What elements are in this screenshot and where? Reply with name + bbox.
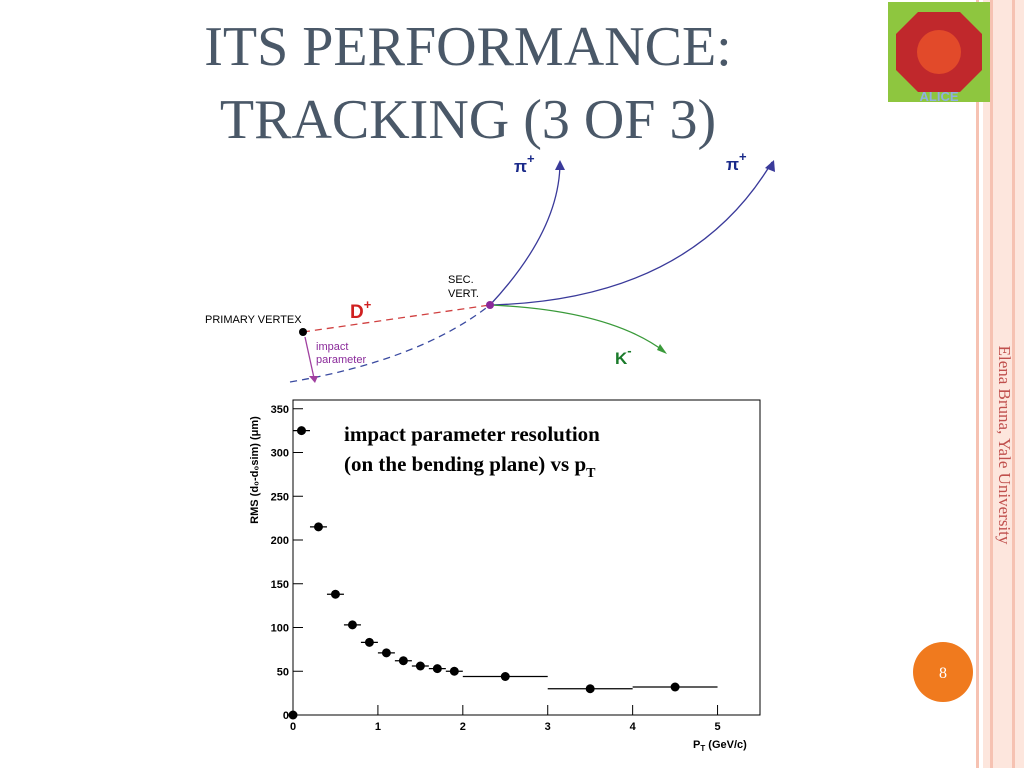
stripe [983,0,1024,768]
point [670,682,680,692]
point [330,589,340,599]
label: π+ [514,151,535,176]
y-tick-label: 200 [271,535,289,547]
point [449,666,459,676]
title-line: ITS PERFORMANCE: [204,16,731,78]
point [313,522,323,532]
x-tick-label: 4 [630,721,637,733]
charge: + [364,297,372,312]
annotation-text: (on the bending plane) vs p [344,452,586,476]
y-tick-label: 150 [271,579,289,591]
particle: π [726,155,739,174]
d-meson-path [302,304,491,333]
x-tick-label: 1 [375,721,381,733]
title-line: TRACKING (3 OF 3) [220,89,716,151]
particle: D [350,302,364,323]
annotation: (on the bending plane) vs pT [344,452,596,481]
y-tick-label: 50 [277,666,289,678]
point [500,672,510,681]
y-tick-label: 0 [283,710,289,722]
charge: + [527,151,535,166]
point [415,661,425,671]
arrow-head [555,160,565,170]
y-tick-label: 250 [271,491,289,503]
page-number: 8 [939,665,947,682]
logo-circle [917,30,961,74]
label: SEC. [448,274,474,286]
decay-diagram: PRIMARY VERTEX SEC. VERT. impact paramet… [205,149,775,383]
point [398,656,408,666]
pion-track [489,161,561,306]
y-tick-label: 300 [271,448,289,460]
pion-track [489,161,773,306]
stripe [1012,0,1015,768]
particle: π [514,157,527,176]
y-axis-label: RMS (d₀-d₀sim) (μm) [249,416,261,524]
charge: - [627,343,631,358]
x-label-sub: T [700,744,705,753]
kaon-track [489,304,666,353]
page-badge [913,642,973,702]
label: parameter [316,354,366,366]
y-tick-label: 350 [271,404,289,416]
point [585,684,595,694]
point [288,710,298,720]
charge: + [739,149,747,164]
extrapolated-track [289,304,491,383]
annotation: impact parameter resolution [344,422,600,446]
x-tick-label: 2 [460,721,466,733]
arrow-head [765,160,775,172]
impact-arrow [304,336,315,379]
particle: K [615,349,628,368]
footer: Elena Bruna, Yale University [995,346,1014,545]
point [296,426,306,436]
point [364,637,374,647]
y-tick-label: 100 [271,623,289,635]
arrow-head [657,344,667,354]
point [347,620,357,630]
point [432,664,442,674]
stripe [990,0,993,768]
x-tick-label: 3 [545,721,551,733]
label: D+ [350,297,372,323]
logo-text: ALICE [920,89,959,104]
point [381,648,391,658]
x-tick-label: 5 [714,721,720,733]
plot: impact parameter resolution (on the bend… [249,399,761,753]
label: impact [316,341,348,353]
x-axis-label: PT (GeV/c) [693,739,747,753]
annotation-sub: T [586,466,596,481]
stripe [976,0,979,768]
label: VERT. [448,288,479,300]
x-label-main: P [693,739,700,751]
secondary-vertex-dot [486,301,494,309]
label: π+ [726,149,747,174]
x-tick-label: 0 [290,721,296,733]
x-label-rest: (GeV/c) [705,739,747,751]
label: K- [615,343,632,368]
plot-frame [292,399,761,716]
label: PRIMARY VERTEX [205,314,302,326]
primary-vertex-dot [299,328,307,336]
logo: ALICE [888,2,990,104]
arrow-head [309,376,318,383]
